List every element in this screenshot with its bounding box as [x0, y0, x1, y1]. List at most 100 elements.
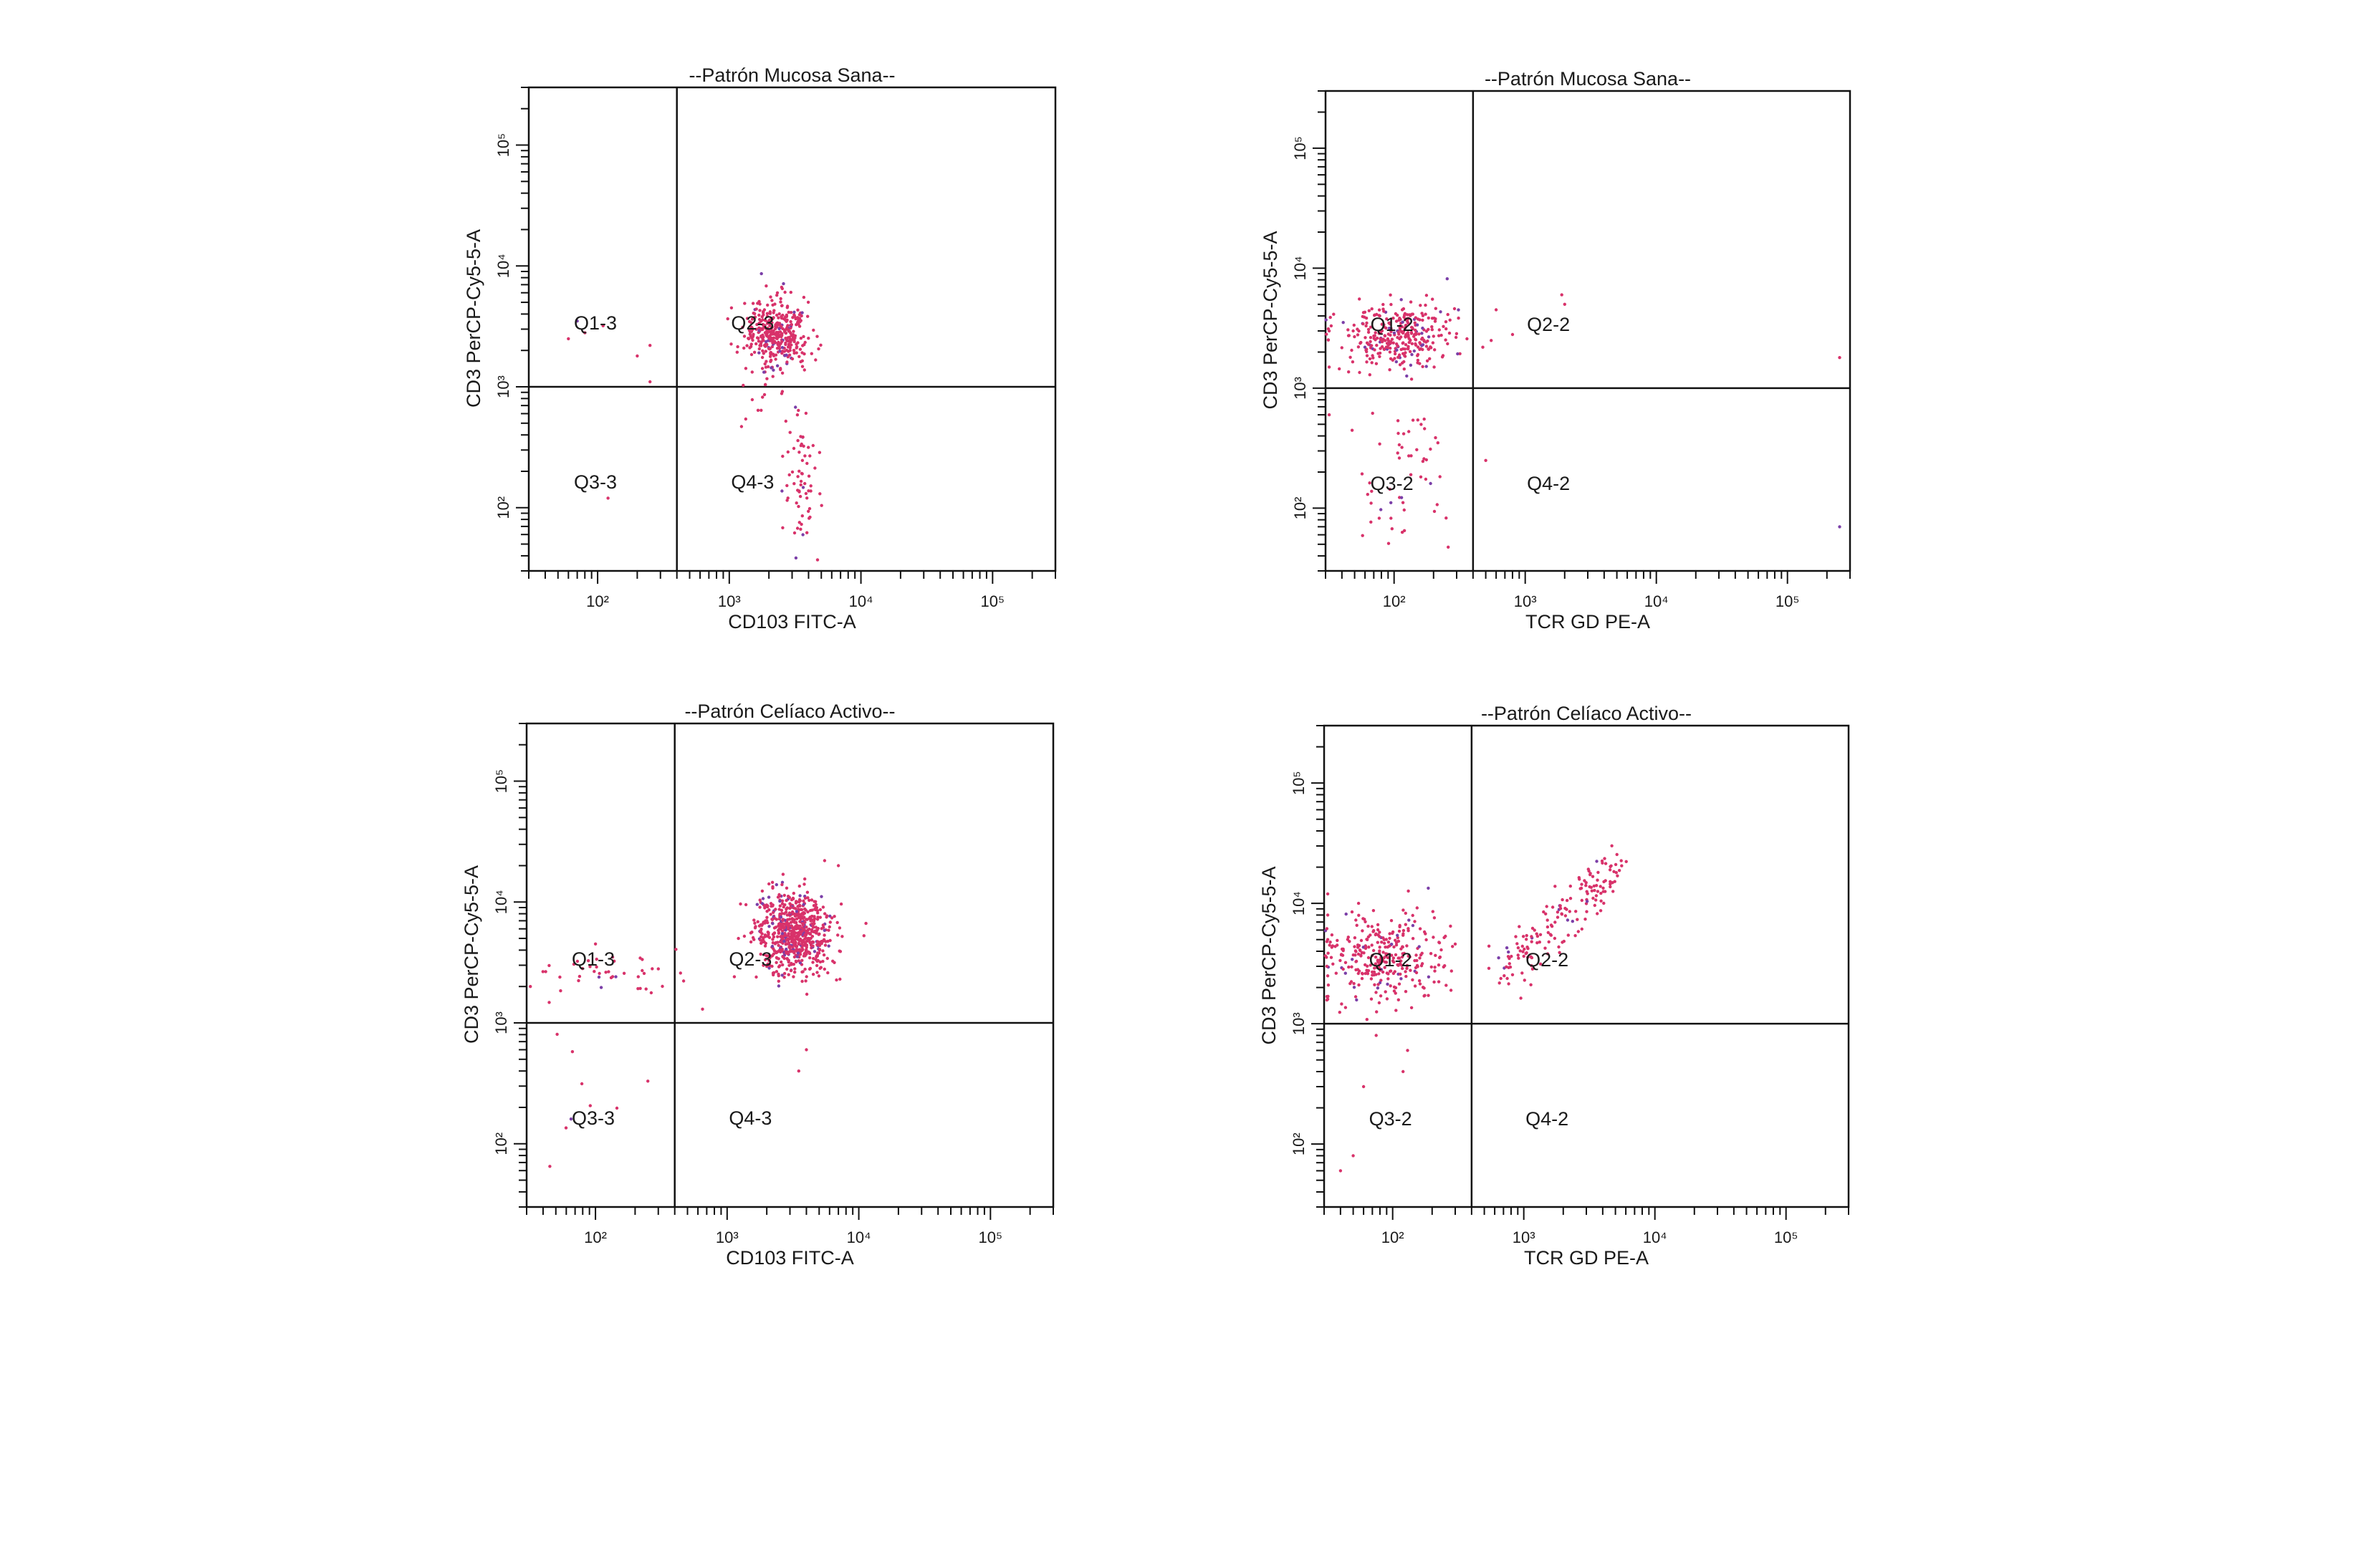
event-point — [778, 333, 782, 337]
event-point — [787, 960, 790, 964]
event-point — [1404, 974, 1408, 978]
event-point — [1447, 331, 1452, 335]
event-point — [1409, 968, 1412, 972]
event-point — [790, 470, 795, 474]
event-point — [1434, 317, 1437, 321]
event-point — [797, 469, 801, 473]
event-point — [1562, 939, 1566, 943]
event-point — [1401, 432, 1406, 436]
quadrant-label-q1: Q1-2 — [1369, 949, 1412, 971]
event-point — [1378, 355, 1381, 358]
y-tick-label: 10⁵ — [494, 133, 512, 158]
event-point — [769, 913, 772, 916]
event-point — [1379, 956, 1383, 959]
event-point — [818, 948, 822, 952]
event-point — [797, 900, 801, 904]
event-point — [790, 323, 794, 327]
event-point — [1382, 309, 1386, 313]
event-point — [1535, 932, 1538, 935]
event-point — [1411, 978, 1414, 982]
event-point — [1365, 321, 1369, 325]
event-point — [785, 947, 788, 951]
event-point — [762, 963, 765, 967]
event-point — [1379, 978, 1383, 982]
event-point — [1609, 882, 1612, 886]
event-point — [778, 899, 782, 903]
event-point — [791, 897, 795, 901]
event-point — [1380, 345, 1384, 349]
event-point — [800, 351, 804, 355]
event-point — [794, 556, 798, 560]
event-point — [1370, 943, 1374, 947]
event-point — [754, 975, 758, 979]
event-point — [792, 446, 796, 451]
event-point — [1553, 885, 1557, 888]
event-point — [1384, 938, 1389, 941]
event-point — [799, 337, 803, 340]
event-point — [1465, 337, 1469, 341]
event-point — [792, 340, 796, 344]
event-point — [1442, 965, 1446, 969]
event-point — [1388, 350, 1392, 354]
x-tick-label: 10³ — [718, 592, 741, 610]
event-point — [1402, 313, 1406, 317]
event-point — [1530, 926, 1535, 930]
chart-title: --Patrón Celíaco Activo-- — [684, 701, 895, 722]
event-point — [791, 946, 795, 949]
event-point — [817, 974, 821, 978]
event-point — [790, 926, 795, 930]
event-point — [1396, 355, 1400, 359]
quadrant-label-q2: Q2-2 — [1525, 949, 1568, 971]
event-point — [1414, 966, 1418, 970]
event-point — [815, 558, 820, 562]
event-point — [648, 344, 652, 347]
event-point — [762, 352, 766, 355]
event-point — [1334, 971, 1338, 975]
x-tick-label: 10³ — [1514, 592, 1537, 610]
event-point — [1403, 327, 1407, 330]
event-point — [1347, 965, 1351, 969]
event-point — [1584, 884, 1588, 888]
event-point — [1344, 912, 1348, 916]
event-point — [1399, 972, 1402, 976]
event-point — [1517, 956, 1520, 960]
event-point — [1430, 328, 1434, 332]
x-tick-label: 10² — [584, 1228, 607, 1246]
event-point — [791, 941, 795, 945]
event-point — [1545, 925, 1550, 929]
y-tick-label: 10⁵ — [1290, 771, 1308, 795]
event-point — [1589, 885, 1593, 890]
event-point — [1571, 920, 1574, 923]
quadrant-label-q4: Q4-3 — [729, 1107, 772, 1129]
event-point — [1433, 348, 1437, 352]
event-point — [1391, 956, 1396, 960]
event-point — [1401, 933, 1405, 937]
event-point — [813, 466, 817, 470]
event-point — [1530, 967, 1535, 971]
event-point — [1326, 338, 1331, 342]
event-point — [1396, 419, 1400, 423]
event-point — [1519, 996, 1523, 1000]
event-point — [1609, 864, 1613, 868]
event-point — [1430, 325, 1434, 329]
event-point — [1326, 974, 1330, 978]
event-point — [1414, 328, 1417, 332]
event-point — [598, 971, 601, 976]
event-point — [780, 314, 783, 319]
event-point — [1419, 475, 1423, 478]
event-point — [1565, 908, 1568, 911]
event-point — [835, 920, 839, 925]
event-point — [821, 949, 825, 953]
event-point — [1616, 874, 1619, 877]
event-point — [1543, 946, 1547, 950]
event-point — [1356, 952, 1361, 956]
event-point — [805, 1048, 808, 1052]
event-point — [785, 967, 789, 971]
event-point — [1395, 348, 1399, 352]
event-point — [1439, 948, 1443, 952]
event-point — [1405, 963, 1409, 968]
event-point — [1359, 340, 1363, 345]
event-point — [1361, 322, 1365, 326]
event-point — [775, 364, 780, 367]
event-point — [833, 915, 836, 918]
